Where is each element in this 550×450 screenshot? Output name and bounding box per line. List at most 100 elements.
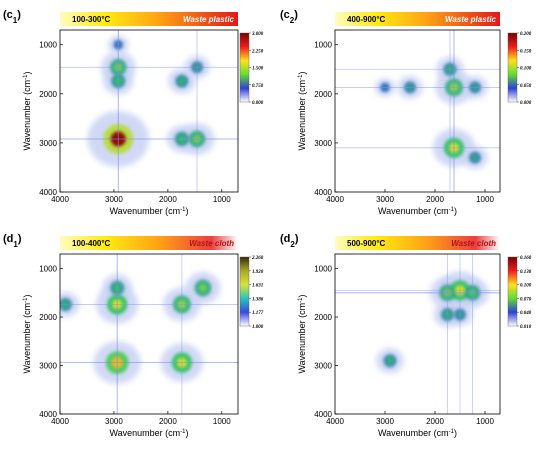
panel-d1: (d1) 100-400°C Waste cloth 4000 3000 2000 1000… — [3, 233, 264, 438]
panel-label: (d1) — [3, 233, 22, 249]
colorbar-tick-label: 0.130 — [520, 270, 532, 275]
x-tick-label: 2000 — [426, 195, 444, 204]
colorbar — [507, 256, 518, 327]
plot-frame — [59, 253, 239, 415]
colorbar-tick-label: 1.386 — [252, 297, 264, 302]
x-tick-label: 1000 — [476, 195, 494, 204]
colorbar-tick-label: 0.150 — [520, 49, 532, 54]
y-tick-label: 3000 — [314, 362, 332, 371]
colorbar — [507, 32, 518, 103]
y-tick-label: 1000 — [314, 41, 332, 50]
colorbar-tick-label: 0.200 — [520, 32, 532, 37]
heatmap-layer — [60, 254, 238, 414]
colorbar-tick-label: 2.260 — [251, 256, 264, 261]
y-tick-label: 1000 — [39, 41, 57, 50]
colorbar-tick-label: 1.500 — [252, 67, 264, 72]
plot-area — [60, 30, 238, 192]
x-tick-label: 1000 — [213, 195, 231, 204]
colorbar-tick-label: 0.000 — [252, 101, 264, 106]
colorbar-tick-label: 1.000 — [252, 325, 264, 330]
colorbar-tick-label: 0.010 — [520, 325, 532, 330]
panel-c2: (c2) 400-900°C Waste plastic 4000 3000 2000 10… — [280, 9, 532, 216]
feature-peak — [472, 154, 478, 161]
x-tick-label: 1000 — [476, 417, 494, 426]
panel-label: (d2) — [280, 233, 299, 249]
colorbar-tick-label: 0.100 — [520, 67, 532, 72]
colorbar-tick-label: 0.750 — [252, 84, 264, 89]
y-tick-label: 2000 — [39, 313, 57, 322]
x-tick-label: 2000 — [426, 417, 444, 426]
y-tick-label: 4000 — [39, 410, 57, 419]
temperature-banner — [335, 236, 500, 250]
y-tick-label: 3000 — [39, 139, 57, 148]
x-tick-label: 4000 — [51, 195, 69, 204]
panel-label: (c1) — [3, 9, 21, 25]
x-tick-label: 3000 — [376, 417, 394, 426]
plot-frame — [334, 29, 501, 193]
heatmap-layer — [335, 30, 500, 192]
y-tick-label: 2000 — [39, 90, 57, 99]
colorbar-tick-label: 0.070 — [520, 297, 532, 302]
y-tick-label: 1000 — [39, 265, 57, 274]
heatmap-layer — [335, 254, 500, 414]
colorbar-tick-label: 0.100 — [520, 284, 532, 289]
x-tick-label: 1000 — [213, 417, 231, 426]
colorbar-tick-label: 0.040 — [520, 311, 532, 316]
temperature-banner — [335, 12, 500, 26]
colorbar-tick-label: 2.250 — [251, 49, 264, 54]
y-tick-label: 4000 — [314, 188, 332, 197]
feature-peak — [386, 357, 394, 364]
material-label: Waste cloth — [189, 239, 234, 248]
y-tick-label: 4000 — [39, 188, 57, 197]
temperature-range-label: 400-900°C — [347, 15, 386, 24]
panel-label: (c2) — [280, 9, 298, 25]
x-tick-label: 2000 — [159, 417, 177, 426]
feature-peak — [198, 283, 208, 293]
plot-frame — [334, 253, 501, 415]
material-label: Waste plastic — [183, 15, 235, 24]
material-label: Waste cloth — [451, 239, 496, 248]
y-tick-label: 3000 — [314, 139, 332, 148]
x-axis-label: Wavenumber (cm-1) — [378, 428, 457, 438]
temperature-range-label: 100-300°C — [72, 15, 111, 24]
x-tick-label: 4000 — [326, 195, 344, 204]
x-tick-label: 2000 — [159, 195, 177, 204]
x-tick-label: 3000 — [376, 195, 394, 204]
y-tick-label: 1000 — [314, 265, 332, 274]
x-tick-label: 3000 — [105, 417, 123, 426]
x-tick-label: 4000 — [326, 417, 344, 426]
panel-c1: (c1) 100-300°C Waste plastic 4000 3000 2000 10… — [3, 9, 264, 216]
panel-d2: (d2) 500-900°C Waste cloth 4000 3000 2000 1000… — [280, 233, 532, 438]
colorbar — [239, 32, 250, 103]
colorbar-tick-label: 1.631 — [252, 284, 263, 289]
y-tick-label: 4000 — [314, 410, 332, 419]
material-label: Waste plastic — [445, 15, 497, 24]
y-tick-label: 2000 — [314, 90, 332, 99]
colorbar-tick-label: 1.177 — [252, 311, 264, 316]
x-axis-label: Wavenumber (cm-1) — [378, 206, 457, 216]
x-axis-label: Wavenumber (cm-1) — [109, 206, 188, 216]
plot-frame — [59, 29, 239, 193]
temperature-banner — [60, 12, 238, 26]
colorbar-tick-label: 0.050 — [520, 84, 532, 89]
y-tick-label: 2000 — [314, 313, 332, 322]
y-axis-label: Wavenumber (cm-1) — [297, 71, 307, 150]
x-tick-label: 4000 — [51, 417, 69, 426]
x-tick-label: 3000 — [105, 195, 123, 204]
y-tick-label: 3000 — [39, 362, 57, 371]
colorbar-tick-label: 1.920 — [252, 270, 264, 275]
heatmap-layer — [60, 30, 238, 192]
colorbar — [239, 256, 250, 327]
temperature-banner — [60, 236, 238, 250]
colorbar-tick-label: 0.000 — [520, 101, 532, 106]
x-axis-label: Wavenumber (cm-1) — [109, 428, 188, 438]
feature-peak — [178, 77, 186, 85]
y-axis-label: Wavenumber (cm-1) — [22, 294, 32, 373]
y-axis-label: Wavenumber (cm-1) — [22, 71, 32, 150]
colorbar-tick-label: 3.000 — [251, 32, 264, 37]
y-axis-label: Wavenumber (cm-1) — [297, 294, 307, 373]
temperature-range-label: 100-400°C — [72, 239, 111, 248]
colorbar-tick-label: 0.160 — [520, 256, 532, 261]
temperature-range-label: 500-900°C — [347, 239, 386, 248]
